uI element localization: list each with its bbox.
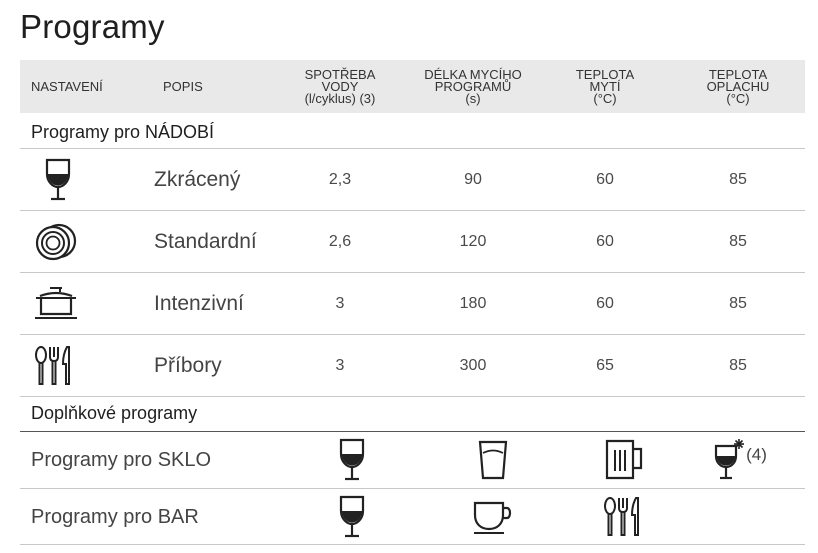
table-header: NASTAVENÍ POPIS SPOTŘEBA VODY (l/cyklus)…: [20, 60, 805, 113]
row-duration: 180: [459, 294, 487, 312]
row-rinse-temp: 85: [729, 232, 747, 250]
section-dishes-label: Programy pro NÁDOBÍ: [31, 122, 215, 142]
row-description: Standardní: [154, 229, 257, 253]
glass-cold-icon: (4): [670, 432, 810, 488]
row-wash-temp: 60: [596, 170, 614, 188]
coffee-cup-icon: [423, 489, 563, 545]
extra-program-label: Programy pro BAR: [31, 505, 199, 528]
tumbler-icon: [423, 432, 563, 488]
table-row: Standardní 2,6 120 60 85: [20, 211, 805, 272]
section-dishes: Programy pro NÁDOBÍ: [20, 122, 805, 148]
row-wash-temp: 60: [596, 232, 614, 250]
row-duration: 90: [464, 170, 482, 188]
section-extra-label: Doplňkové programy: [31, 403, 198, 423]
row-duration: 120: [459, 232, 487, 250]
row-description: Zkrácený: [154, 167, 241, 191]
row-water: 2,3: [328, 170, 352, 188]
pot-icon: [26, 273, 86, 334]
row-duration: 300: [459, 356, 487, 374]
row-wash-temp: 65: [596, 356, 614, 374]
wine-glass-icon: [282, 432, 422, 488]
row-rinse-temp: 85: [729, 294, 747, 312]
list-item: Programy pro SKLO (4): [20, 432, 805, 488]
row-rinse-temp: 85: [729, 170, 747, 188]
list-item: Programy pro BAR: [20, 489, 805, 545]
wine-glass-icon: [282, 489, 422, 545]
row-water: 2,6: [328, 232, 352, 250]
row-water: 3: [335, 294, 345, 312]
row-rinse-temp: 85: [729, 356, 747, 374]
cutlery-icon: [26, 335, 86, 396]
table-row: Příbory 3 300 65 85: [20, 335, 805, 396]
row-description: Intenzivní: [154, 291, 244, 315]
cutlery-icon: [555, 489, 695, 545]
footnote-marker: (4): [746, 445, 767, 464]
table-row: Intenzivní 3 180 60 85: [20, 273, 805, 334]
extra-program-label: Programy pro SKLO: [31, 448, 212, 471]
header-description: POPIS: [163, 78, 203, 94]
plates-icon: [26, 211, 86, 272]
wine-glass-icon: [28, 149, 88, 210]
row-description: Příbory: [154, 353, 222, 377]
header-duration: DÉLKA MYCÍHO PROGRAMŮ (s): [424, 66, 522, 106]
header-setting: NASTAVENÍ: [31, 78, 103, 94]
header-wash-temp: TEPLOTA MYTÍ (°C): [575, 66, 635, 106]
table-row: Zkrácený 2,3 90 60 85: [20, 149, 805, 210]
section-extra: Doplňkové programy: [20, 403, 805, 429]
header-water: SPOTŘEBA VODY (l/cyklus) (3): [304, 66, 376, 106]
page-title: Programy: [20, 8, 165, 45]
row-wash-temp: 60: [596, 294, 614, 312]
row-water: 3: [335, 356, 345, 374]
header-rinse-temp: TEPLOTA OPLACHU (°C): [706, 66, 770, 106]
beer-mug-icon: [555, 432, 695, 488]
